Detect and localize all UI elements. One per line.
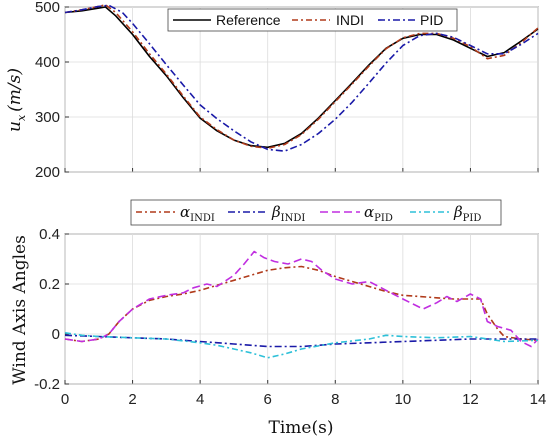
bottom-plot-x-ticks: 0 2 4 6 8 10 12 14 [61, 391, 547, 408]
y-tick-label-2: 400 [35, 54, 60, 71]
legend2-label-1: βINDI [271, 203, 305, 224]
y-label-unit: (m/s) [5, 68, 25, 112]
bottom-plot-legend: αINDI βINDI αPID βPID [130, 199, 502, 226]
y-tick-label-3: 0.4 [39, 226, 60, 243]
series-line-2 [64, 4, 539, 152]
top-plot-grid [64, 6, 539, 173]
x-tick-label-2: 4 [196, 391, 204, 408]
legend-label-0: Reference [216, 12, 281, 28]
bottom-plot-series [64, 250, 539, 359]
x-tick-label-7: 14 [530, 391, 547, 408]
y-tick-label-1: 300 [35, 109, 60, 126]
bottom-plot-grid [64, 233, 539, 385]
y-tick-label-3: 500 [35, 0, 60, 16]
top-plot-legend: Reference INDI PID [167, 8, 458, 32]
top-plot-y-ticks: 200 300 400 500 [35, 0, 60, 181]
top-plot-frame [64, 6, 539, 173]
x-tick-label-1: 2 [128, 391, 136, 408]
x-tick-label-3: 6 [264, 391, 272, 408]
bottom-plot-frame [64, 233, 539, 385]
y-tick-label-1: 0 [52, 326, 60, 343]
y-label-sub: x [15, 114, 28, 121]
y-tick-label-2: 0.2 [39, 276, 60, 293]
series-line-2 [64, 250, 539, 348]
y-tick-label-0: 200 [35, 164, 60, 181]
legend2-label-0: αINDI [180, 203, 215, 224]
series-line-1 [64, 4, 539, 150]
x-tick-label-6: 12 [462, 391, 479, 408]
legend-label-1: INDI [336, 12, 364, 28]
x-tick-label-0: 0 [61, 391, 69, 408]
bottom-plot-x-label: Time(s) [269, 418, 334, 438]
legend2-label-2: αPID [364, 203, 393, 224]
bottom-plot-angles: -0.200.20.4 0 2 4 6 8 10 12 14 Time(s) Wind Axi… [10, 199, 547, 438]
top-plot-y-label: ux (m/s) [5, 68, 28, 132]
y-tick-label-0: -0.2 [34, 376, 60, 393]
x-tick-label-5: 10 [395, 391, 412, 408]
legend-label-2: PID [420, 12, 443, 28]
series-line-3 [64, 332, 539, 359]
top-legend-box [167, 8, 458, 32]
bottom-plot-y-label: Wind Axis Angles [10, 235, 30, 385]
x-tick-label-4: 8 [331, 391, 339, 408]
top-plot-speed: 200 300 400 500 ux (m/s) Reference INDI PID [5, 0, 539, 181]
legend2-label-3: βPID [453, 203, 481, 224]
bottom-plot-y-ticks: -0.2 0 0.2 0.4 [34, 226, 60, 393]
y-label-var: u [5, 121, 25, 132]
series-line-0 [64, 6, 539, 149]
top-plot-series [64, 4, 539, 152]
